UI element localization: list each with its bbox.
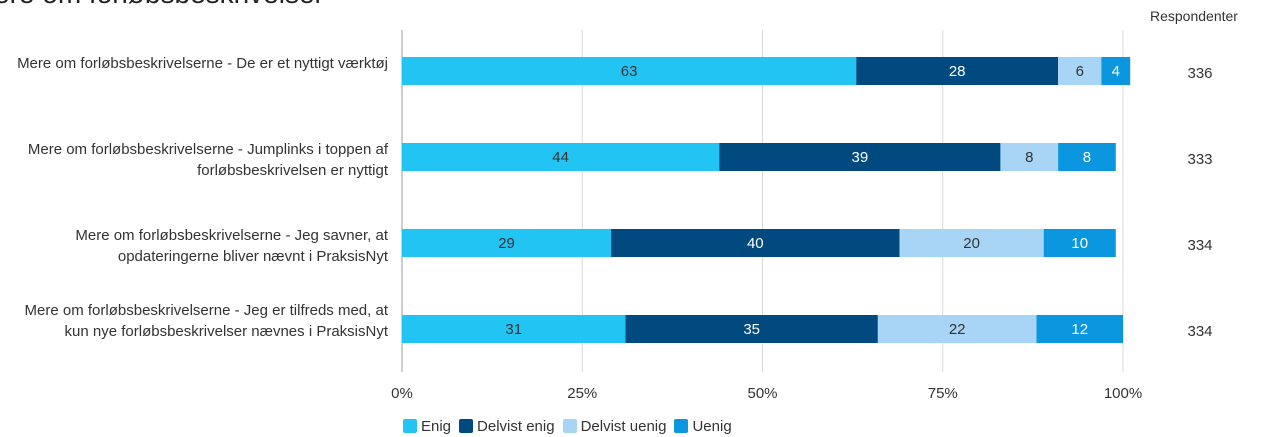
bar-label-enig-row-3: 29 <box>498 235 515 252</box>
legend-swatch-enig <box>403 419 417 433</box>
bar-enig-row-4 <box>402 315 626 343</box>
bar-label-uenig-row-4: 12 <box>1071 321 1088 338</box>
legend-swatch-uenig <box>674 419 689 433</box>
bar-delvist-enig-row-3 <box>611 229 900 257</box>
bar-label-uenig-row-2: 8 <box>1083 149 1091 166</box>
bar-label-uenig-row-1: 4 <box>1112 63 1120 80</box>
legend-swatch-delvist-enig <box>459 419 474 433</box>
bar-label-delvist-enig-row-3: 40 <box>747 235 764 252</box>
legend-item-enig[interactable]: Enig <box>403 418 451 435</box>
bar-label-uenig-row-3: 10 <box>1071 235 1088 252</box>
bar-label-enig-row-2: 44 <box>552 149 569 166</box>
legend-swatch-delvist-uenig <box>562 419 577 433</box>
legend-label-uenig: Uenig <box>692 417 732 435</box>
x-tick-label-2: 50% <box>747 385 777 402</box>
bar-enig-row-2 <box>402 143 720 171</box>
legend-item-delvist-enig[interactable]: Delvist enig <box>459 418 555 435</box>
bar-uenig-row-3 <box>1043 229 1116 257</box>
bar-label-delvist-enig-row-1: 28 <box>949 63 966 80</box>
row-label-1: Mere om forløbsbeskrivelserne - De er et… <box>0 53 388 74</box>
bar-label-delvist-uenig-row-4: 22 <box>949 321 966 338</box>
bar-delvist-enig-row-4 <box>625 315 878 343</box>
bar-enig-row-1 <box>402 57 857 85</box>
respondents-value-3: 334 <box>1187 237 1213 254</box>
row-label-4: Mere om forløbsbeskrivelserne - Jeg er t… <box>0 300 388 342</box>
legend-label-delvist-uenig: Delvist uenig <box>580 417 667 435</box>
row-label-2: Mere om forløbsbeskrivelserne - Jumplink… <box>0 139 388 181</box>
bar-delvist-enig-row-2 <box>719 143 1001 171</box>
bar-label-delvist-uenig-row-1: 6 <box>1076 63 1084 80</box>
respondents-value-4: 334 <box>1187 323 1213 340</box>
x-tick-label-1: 25% <box>567 385 597 402</box>
legend-item-delvist-uenig[interactable]: Delvist uenig <box>562 417 667 435</box>
row-label-3-text: Mere om forløbsbeskrivelserne - Jeg savn… <box>75 227 388 265</box>
bar-delvist-uenig-row-3 <box>899 229 1044 257</box>
page-title: ere om forløbsbeskrivelser <box>0 0 324 10</box>
bar-label-enig-row-1: 63 <box>621 63 638 80</box>
bar-delvist-enig-row-1 <box>856 57 1059 85</box>
row-label-2-text: Mere om forløbsbeskrivelserne - Jumplink… <box>27 141 388 179</box>
x-tick-label-3: 75% <box>928 385 958 402</box>
bar-enig-row-3 <box>402 229 612 257</box>
bar-delvist-uenig-row-4 <box>877 315 1037 343</box>
bar-delvist-uenig-row-1 <box>1058 57 1102 85</box>
row-label-3: Mere om forløbsbeskrivelserne - Jeg savn… <box>0 225 388 267</box>
row-label-4-text: Mere om forløbsbeskrivelserne - Jeg er t… <box>24 302 388 340</box>
bar-uenig-row-2 <box>1058 143 1116 171</box>
bar-delvist-uenig-row-2 <box>1000 143 1059 171</box>
bar-label-delvist-enig-row-4: 35 <box>743 321 760 338</box>
bar-label-delvist-uenig-row-3: 20 <box>963 235 980 252</box>
respondents-value-1: 336 <box>1187 65 1213 82</box>
legend-label-delvist-enig: Delvist enig <box>477 417 555 435</box>
respondents-header: Respondenter <box>1150 8 1238 24</box>
row-label-1-text: Mere om forløbsbeskrivelserne - De er et… <box>17 55 388 72</box>
x-tick-label-0: 0% <box>391 385 413 402</box>
legend-label-enig: Enig <box>421 417 452 435</box>
legend-item-uenig[interactable]: Uenig <box>674 417 732 435</box>
bar-label-delvist-uenig-row-2: 8 <box>1025 149 1033 166</box>
bar-label-enig-row-4: 31 <box>505 321 522 338</box>
x-tick-label-4: 100% <box>1104 385 1142 402</box>
legend: Enig Delvist enig Delvist uenig Uenig <box>403 416 732 436</box>
bar-uenig-row-1 <box>1101 57 1131 85</box>
respondents-value-2: 333 <box>1187 151 1213 168</box>
bar-label-delvist-enig-row-2: 39 <box>851 149 868 166</box>
bar-uenig-row-4 <box>1036 315 1123 343</box>
